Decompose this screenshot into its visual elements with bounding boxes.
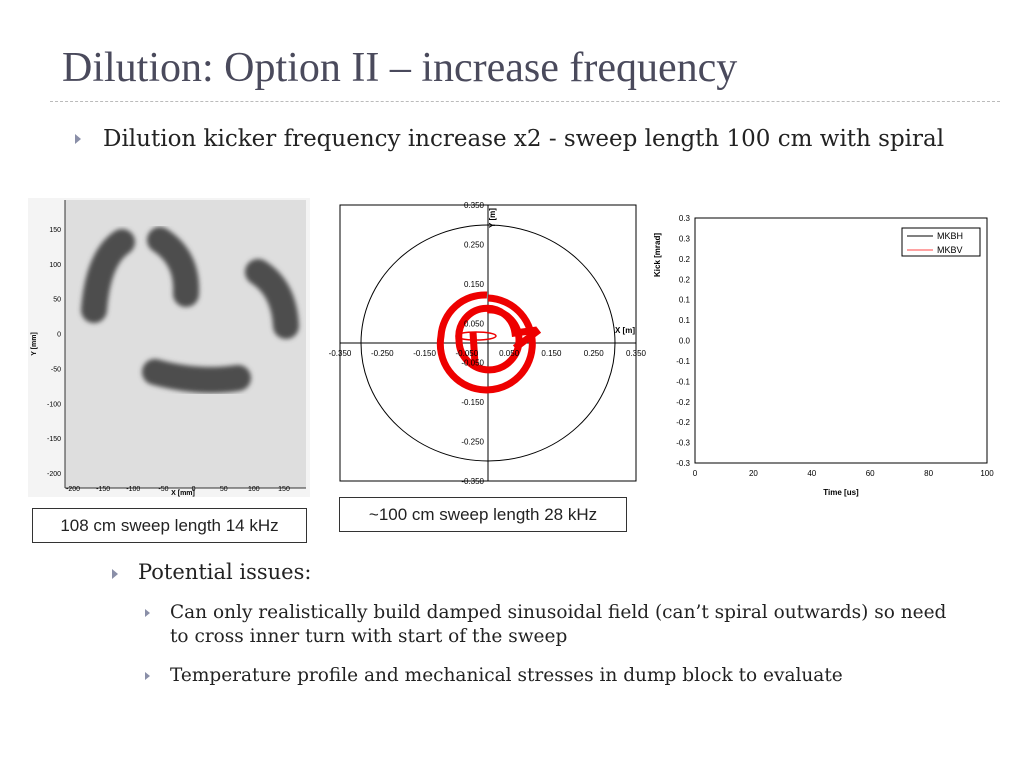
bullet-icon [75, 134, 81, 144]
sub-bullet: Temperature profile and mechanical stres… [170, 665, 843, 686]
start-marks [455, 331, 497, 341]
caption: ~100 cm sweep length 28 kHz [339, 497, 627, 532]
sub-bullet: Can only realistically build damped sinu… [170, 602, 947, 647]
x-tick-label: 0.050 [499, 349, 520, 358]
y-tick-label: -50 [51, 366, 61, 373]
x-tick-label: 0.150 [541, 349, 562, 358]
x-axis-label: X [m] [615, 326, 635, 335]
y-tick-label: 0.050 [464, 319, 485, 328]
x-tick-label: -0.050 [456, 349, 479, 358]
x-axis-label: X [mm] [171, 490, 195, 497]
y-tick-label: -0.3 [676, 439, 690, 448]
y-tick-label: -0.150 [461, 398, 484, 407]
x-tick-label: 100 [248, 486, 260, 493]
bullet-icon [145, 609, 150, 617]
y-tick-label: 0.3 [679, 214, 691, 223]
x-tick-label: 0 [192, 486, 196, 493]
y-tick-label: -0.250 [461, 438, 484, 447]
x-tick-label: 50 [220, 486, 228, 493]
y-tick-label: -0.1 [676, 377, 690, 386]
divider [50, 101, 1000, 102]
image-area [65, 200, 306, 488]
y-tick-label: 50 [53, 297, 61, 304]
x-tick-label: 40 [807, 469, 816, 478]
trace [142, 359, 251, 393]
legend [901, 227, 981, 257]
x-tick-label: 60 [866, 469, 875, 478]
beam-traces [81, 227, 299, 393]
y-tick-label: 0.1 [679, 296, 691, 305]
y-tick-label: -0.350 [461, 477, 484, 486]
y-tick-label: 0.1 [679, 316, 691, 325]
y-tick-label: 0 [57, 332, 61, 339]
spiral-feed [469, 327, 542, 365]
bullet-icon [112, 569, 118, 579]
spiral-inner [455, 304, 538, 374]
trace [81, 229, 135, 323]
spiral [436, 291, 542, 394]
y-axis-label: Y [mm] [31, 332, 38, 356]
figure-kick: MKBH MKBV 0 20 40 60 80 100 0.3 0.3 0.2 0.2 0.1 0.1… [653, 214, 994, 497]
y-tick-label: -0.2 [676, 418, 690, 427]
y-tick-label: -100 [47, 401, 61, 408]
legend-entry: MKBH [937, 231, 963, 241]
x-tick-label: -50 [158, 486, 168, 493]
x-tick-label: -100 [126, 486, 140, 493]
y-tick-label: 0.2 [679, 255, 691, 264]
trace [245, 259, 299, 339]
x-tick-label: 80 [924, 469, 933, 478]
y-tick-label: 0.0 [679, 337, 691, 346]
y-tick-label: 0.2 [679, 275, 691, 284]
y-tick-label: -150 [47, 436, 61, 443]
figure-image: -200 -150 -100 -50 0 50 100 150 150 100 50 0 -50 -100… [28, 198, 310, 497]
x-tick-label: 0 [693, 469, 698, 478]
slide-title: Dilution: Option II – increase frequency [62, 45, 738, 91]
y-tick-label: 150 [49, 227, 61, 234]
trace [147, 227, 200, 307]
bullet: Dilution kicker frequency increase x2 - … [103, 126, 945, 152]
y-tick-label: -0.050 [461, 359, 484, 368]
y-axis-label: Kick [mrad] [653, 233, 662, 277]
x-tick-label: 150 [278, 486, 290, 493]
y-tick-label: -0.2 [676, 398, 690, 407]
y-tick-label: 100 [49, 262, 61, 269]
y-tick-label: 0.250 [464, 240, 485, 249]
caption: 108 cm sweep length 14 kHz [32, 508, 307, 543]
figure-spiral: -0.350 -0.250 -0.150 -0.050 0.050 0.150 0.250 0… [329, 201, 647, 486]
y-tick-label: -0.1 [676, 357, 690, 366]
x-tick-label: 0.350 [626, 349, 647, 358]
plot-frame [694, 217, 988, 464]
y-axis-label: Y [m] [488, 208, 497, 228]
x-tick-label: 100 [980, 469, 994, 478]
legend-entry: MKBV [937, 245, 963, 255]
aperture [360, 224, 616, 462]
x-tick-label: -0.350 [329, 349, 352, 358]
x-tick-label: -150 [96, 486, 110, 493]
y-tick-label: 0.3 [679, 234, 691, 243]
y-tick-label: -200 [47, 471, 61, 478]
spiral-outer [436, 291, 536, 394]
spiral-start [455, 331, 497, 341]
y-tick-label: 0.350 [464, 201, 485, 210]
x-tick-label: 20 [749, 469, 758, 478]
y-tick-label: -0.3 [676, 459, 690, 468]
y-tick-label: 0.150 [464, 280, 485, 289]
sub-heading: Potential issues: [138, 560, 312, 584]
bullet-icon [145, 672, 150, 680]
x-tick-label: -0.250 [371, 349, 394, 358]
x-tick-label: -0.150 [413, 349, 436, 358]
x-tick-label: -200 [66, 486, 80, 493]
x-tick-label: 0.250 [584, 349, 605, 358]
x-axis-label: Time [us] [823, 488, 859, 497]
